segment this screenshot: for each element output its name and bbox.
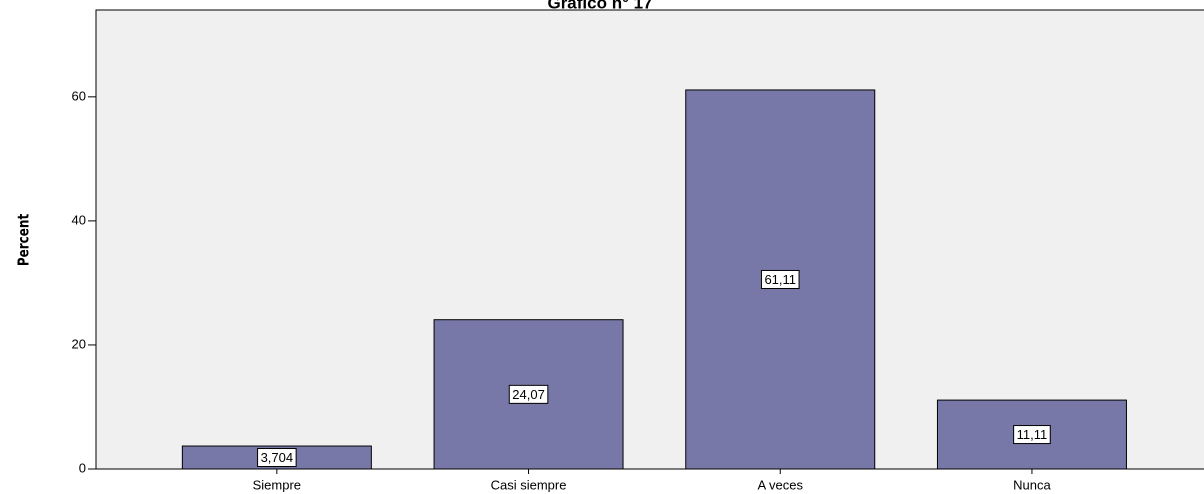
value-label-box bbox=[257, 448, 297, 468]
value-label: 61,11 bbox=[764, 272, 796, 287]
value-label-box bbox=[760, 269, 800, 289]
value-label-box bbox=[1013, 425, 1051, 445]
value-label-box bbox=[508, 384, 549, 404]
y-tick-label: 0 bbox=[79, 460, 86, 475]
y-tick-label: 20 bbox=[72, 336, 86, 351]
x-tick-label: Casi siempre bbox=[491, 477, 567, 492]
bar bbox=[936, 399, 1127, 470]
x-tick-label: Nunca bbox=[1013, 477, 1051, 492]
value-label: 11,11 bbox=[1017, 427, 1048, 442]
value-label: 24,07 bbox=[512, 387, 545, 402]
y-tick-label: 60 bbox=[72, 88, 86, 103]
y-axis-label: Percent bbox=[15, 213, 33, 266]
y-tick-label: 40 bbox=[72, 212, 86, 227]
x-tick-label: A veces bbox=[757, 477, 803, 492]
value-label: 3,704 bbox=[261, 450, 294, 465]
plot-area bbox=[95, 9, 1204, 470]
x-tick-label: Siempre bbox=[253, 477, 301, 492]
chart-title: Gráfico n° 17 bbox=[547, 0, 652, 12]
